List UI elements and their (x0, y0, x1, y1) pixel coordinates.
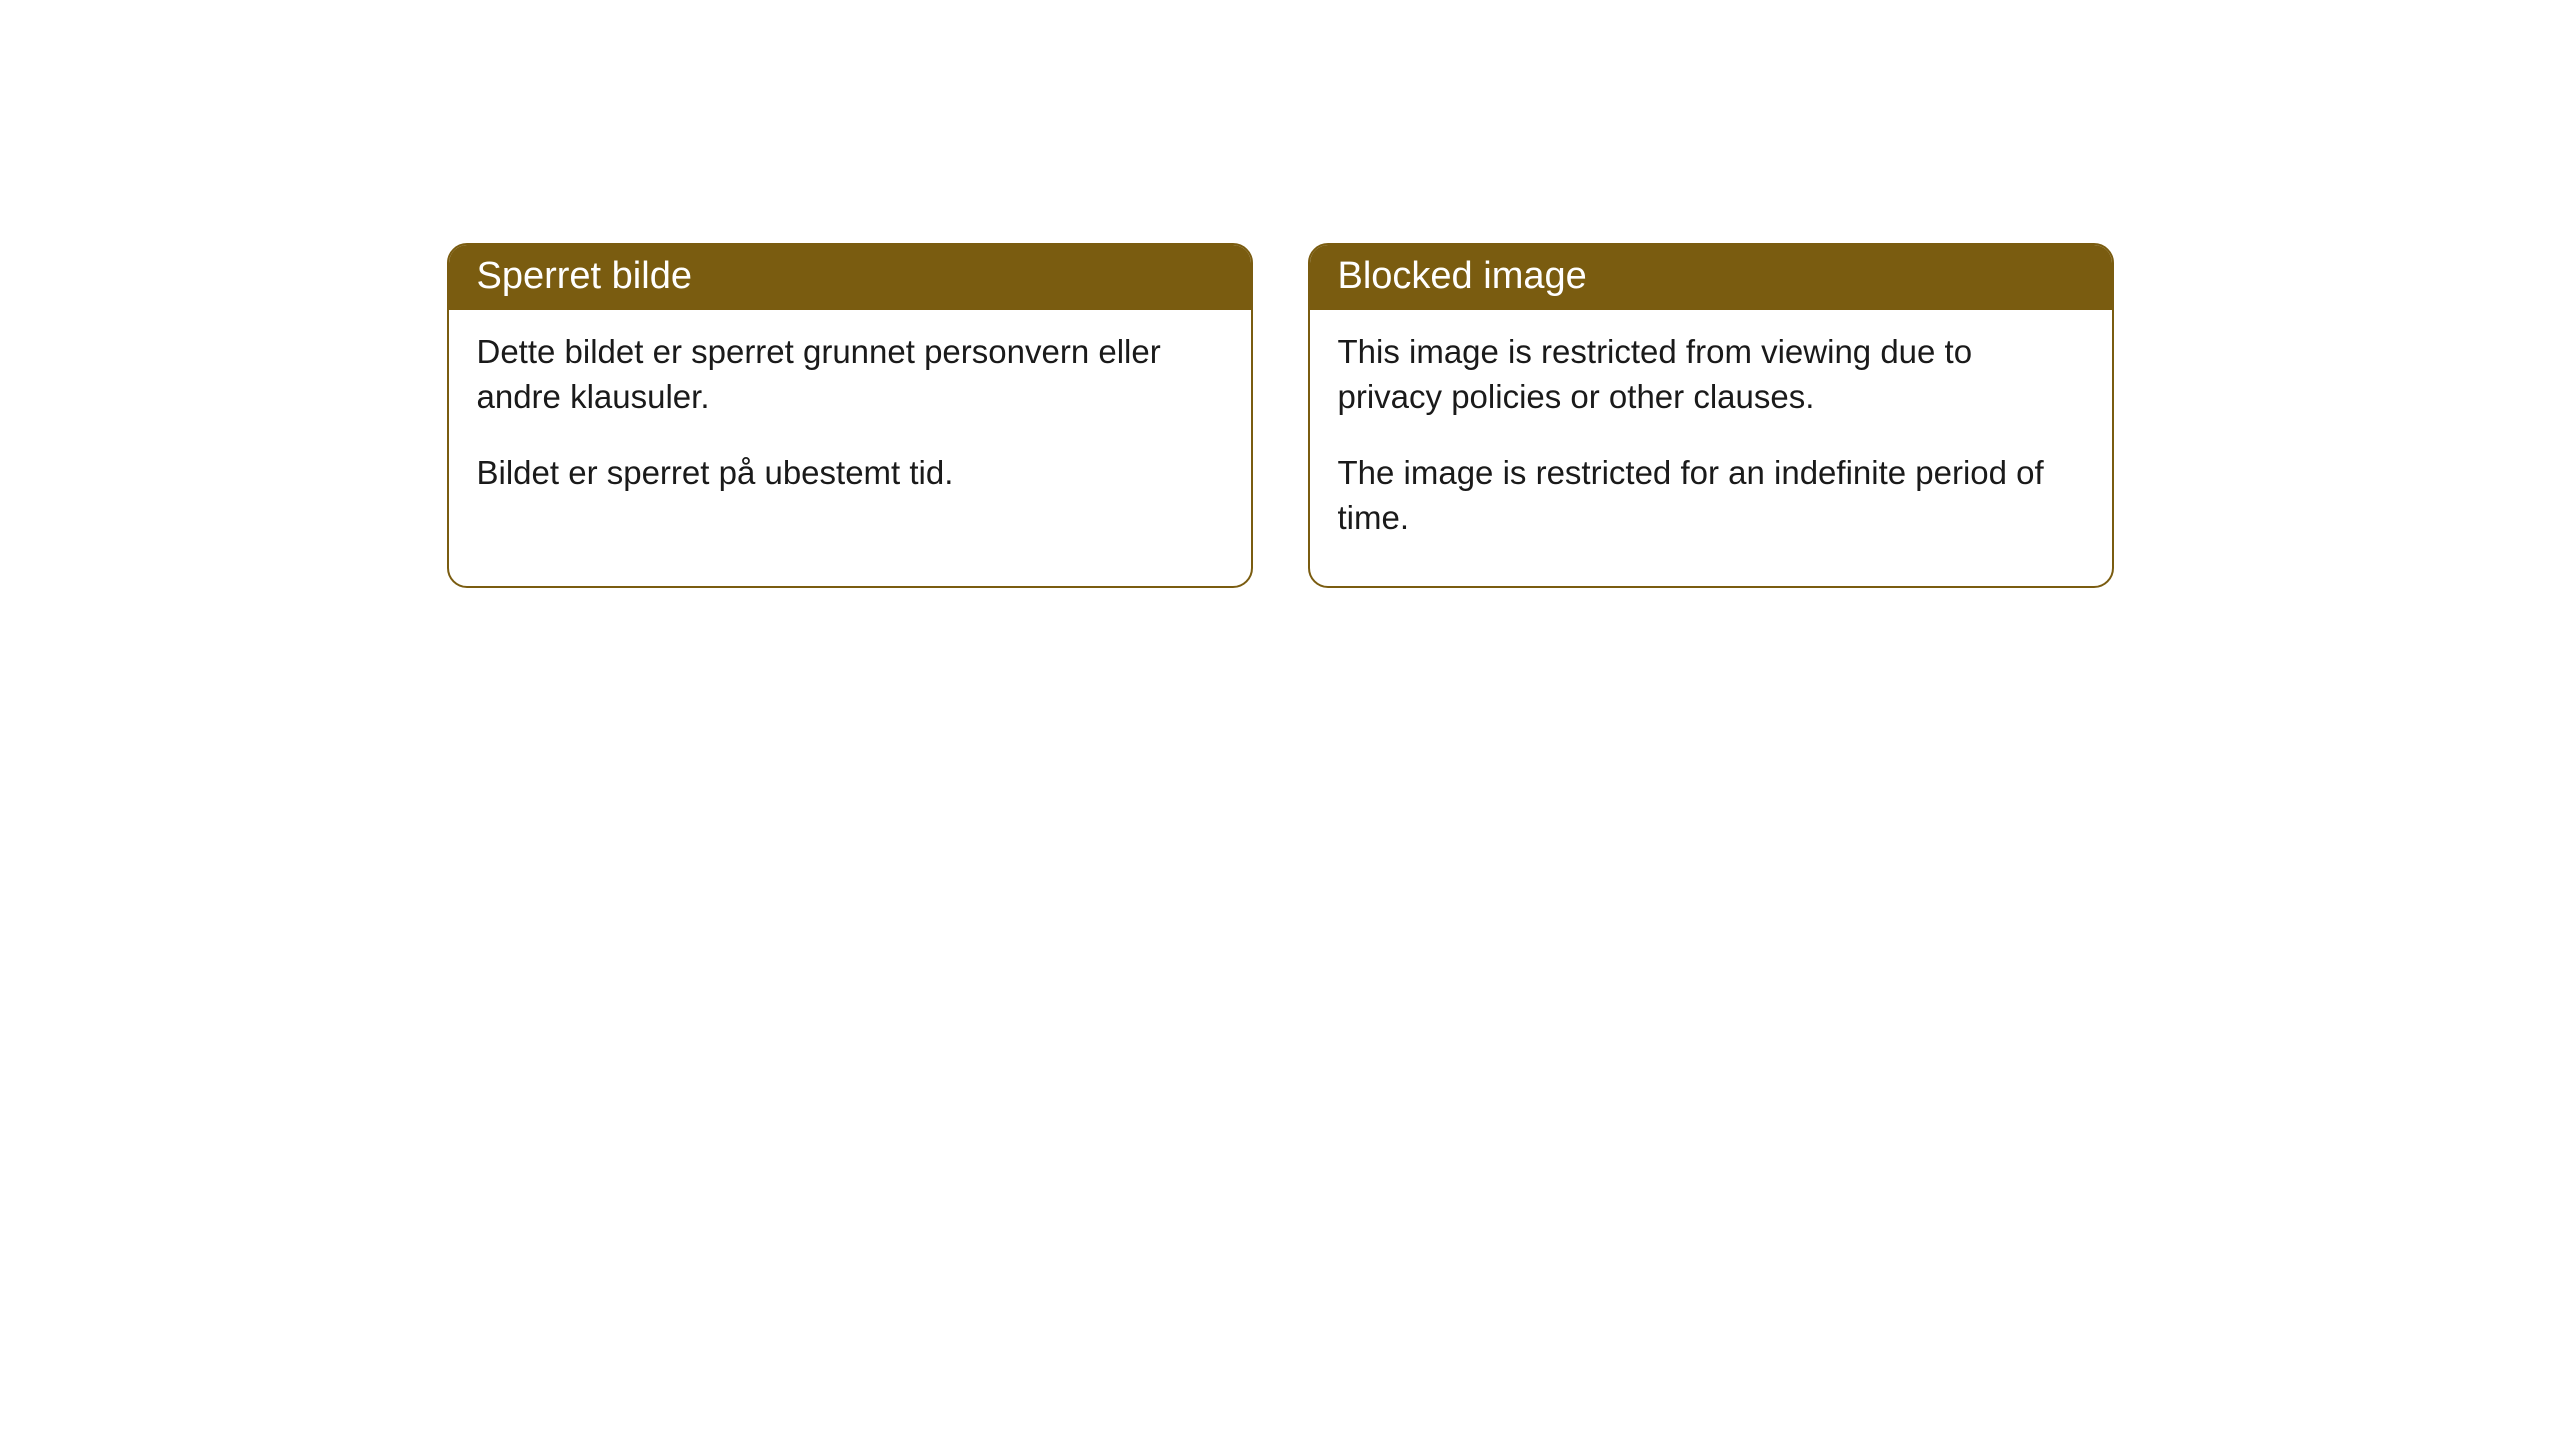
cards-container: Sperret bilde Dette bildet er sperret gr… (0, 243, 2560, 588)
card-body-norwegian: Dette bildet er sperret grunnet personve… (449, 310, 1251, 542)
blocked-image-card-norwegian: Sperret bilde Dette bildet er sperret gr… (447, 243, 1253, 588)
blocked-image-card-english: Blocked image This image is restricted f… (1308, 243, 2114, 588)
card-text-english-1: This image is restricted from viewing du… (1338, 330, 2084, 419)
card-text-norwegian-1: Dette bildet er sperret grunnet personve… (477, 330, 1223, 419)
card-title-norwegian: Sperret bilde (477, 255, 692, 297)
card-title-english: Blocked image (1338, 255, 1587, 297)
card-text-norwegian-2: Bildet er sperret på ubestemt tid. (477, 451, 1223, 496)
card-body-english: This image is restricted from viewing du… (1310, 310, 2112, 586)
card-header-norwegian: Sperret bilde (449, 245, 1251, 310)
card-header-english: Blocked image (1310, 245, 2112, 310)
card-text-english-2: The image is restricted for an indefinit… (1338, 451, 2084, 540)
